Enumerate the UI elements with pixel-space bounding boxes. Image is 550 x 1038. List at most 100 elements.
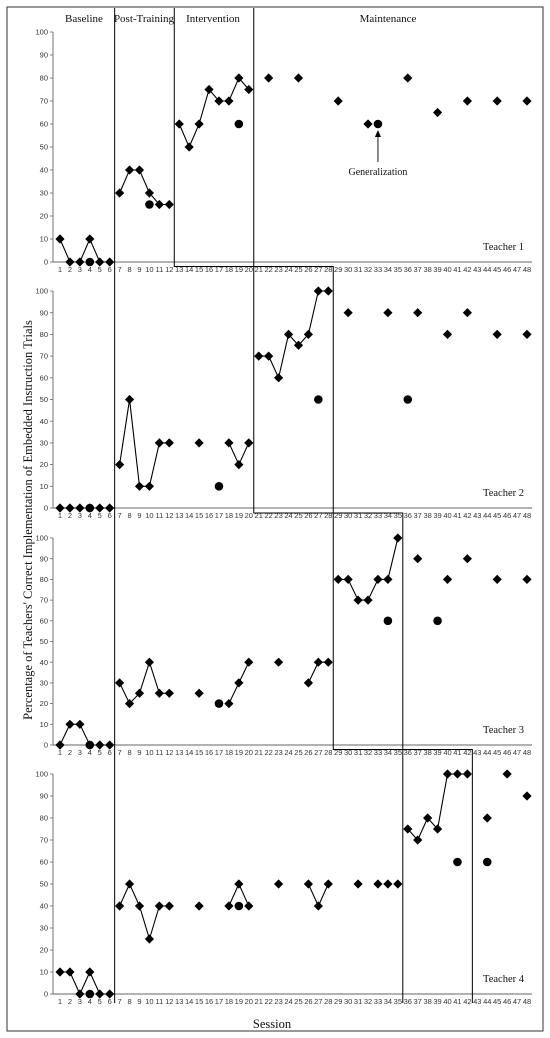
- panel-1-y-tick-label: 50: [40, 143, 48, 152]
- panel-4-data-point: [303, 879, 314, 889]
- panel-2-y-tick-label: 50: [40, 395, 48, 404]
- panel-1-y-tick-label: 10: [40, 235, 48, 244]
- panel-1-data-point: [124, 165, 135, 175]
- panel-2-x-tick-label: 14: [185, 511, 193, 520]
- panel-4-x-tick-label: 40: [443, 997, 451, 1006]
- panel-2-x-tick-label: 35: [394, 511, 402, 520]
- panel-4-teacher-label: Teacher 4: [483, 974, 525, 985]
- panel-3-data-point: [224, 699, 234, 709]
- panel-1-data-point: [462, 96, 472, 106]
- panel-1-x-tick-label: 10: [145, 265, 153, 274]
- panel-3-x-tick-label: 41: [453, 748, 461, 757]
- panel-4-x-tick-label: 16: [205, 997, 213, 1006]
- panel-2-x-tick-label: 6: [108, 511, 112, 520]
- panel-4-x-tick-label: 45: [493, 997, 501, 1006]
- panel-2-x-tick-label: 43: [473, 511, 481, 520]
- panel-3-x-tick-label: 36: [404, 748, 412, 757]
- panel-2-x-tick-label: 45: [493, 511, 501, 520]
- panel-1-x-tick-label: 42: [463, 265, 471, 274]
- panel-3-data-point: [194, 688, 204, 698]
- panel-4-x-tick-label: 47: [513, 997, 521, 1006]
- panel-1-data-point: [194, 119, 204, 129]
- panel-2-data-point: [124, 394, 135, 405]
- panel-1-x-tick-label: 34: [384, 265, 392, 274]
- panel-1-generalization-point: [234, 119, 244, 129]
- panel-3-x-tick-label: 46: [503, 748, 511, 757]
- panel-3-data-point: [95, 740, 105, 750]
- panel-4-data-point: [105, 989, 115, 999]
- x-axis-label: Session: [253, 1017, 292, 1031]
- panel-4-data-point: [134, 901, 145, 911]
- panel-4-x-tick-label: 44: [483, 997, 491, 1006]
- panel-3-x-tick-label: 3: [78, 748, 82, 757]
- panel-2-data-point: [343, 308, 353, 318]
- panel-3-y-tick-label: 10: [40, 720, 48, 729]
- panel-2-data-point: [65, 503, 75, 513]
- panel-3-x-tick-label: 44: [483, 748, 491, 757]
- panel-3-x-tick-label: 2: [68, 748, 72, 757]
- panel-3-x-tick-label: 14: [185, 748, 193, 757]
- panel-2-x-tick-label: 20: [245, 511, 253, 520]
- panel-3-y-tick-label: 0: [44, 741, 48, 750]
- panel-4-y-tick-label: 40: [40, 902, 48, 911]
- panel-2-data-point: [115, 460, 125, 470]
- panel-1-data-point: [234, 73, 244, 83]
- panel-2-generalization-point: [214, 482, 224, 491]
- panel-4-x-tick-label: 41: [453, 997, 461, 1006]
- panel-4-y-tick-label: 100: [35, 770, 48, 779]
- panel-3-x-tick-label: 8: [127, 748, 131, 757]
- panel-2-y-tick-label: 90: [40, 308, 48, 317]
- panel-1-data-point: [244, 84, 254, 95]
- panel-1-data-point: [184, 142, 194, 152]
- panel-2-generalization-point: [403, 395, 413, 404]
- panel-4-data-point: [413, 835, 423, 845]
- panel-2-x-tick-label: 1: [58, 511, 62, 520]
- panel-3-x-tick-label: 19: [235, 748, 243, 757]
- panel-4-x-tick-label: 11: [155, 997, 163, 1006]
- figure-border: [6, 6, 544, 1032]
- panel-3-teacher-label: Teacher 3: [483, 725, 524, 736]
- panel-3-data-point: [323, 657, 333, 667]
- panel-1-y-tick-label: 40: [40, 166, 48, 175]
- panel-2-data-point: [75, 503, 85, 513]
- panel-3-x-tick-label: 34: [384, 748, 392, 757]
- panel-1-y-tick-label: 90: [40, 51, 48, 60]
- panel-2-x-tick-label: 8: [127, 511, 131, 520]
- panel-1-x-tick-label: 14: [185, 265, 193, 274]
- panel-2-x-tick-label: 25: [294, 511, 302, 520]
- panel-4-data-point: [65, 967, 75, 977]
- panel-1-x-tick-label: 16: [205, 265, 213, 274]
- panel-2-y-tick-label: 40: [40, 417, 48, 426]
- panel-1-y-tick-label: 30: [40, 189, 48, 198]
- panel-3-data-point: [333, 574, 343, 584]
- panel-4-y-tick-label: 50: [40, 880, 48, 889]
- panel-4-x-tick-label: 42: [463, 997, 471, 1006]
- panel-4-data-point: [323, 879, 333, 889]
- panel-4-x-tick-label: 8: [127, 997, 131, 1006]
- panel-4-data-point: [234, 879, 244, 889]
- panel-3-generalization-point: [383, 616, 393, 626]
- panel-4-data-point: [55, 967, 65, 977]
- panel-2-x-tick-label: 5: [98, 511, 102, 520]
- panel-4-series-line: [119, 882, 170, 941]
- panel-1-generalization-point: [373, 119, 383, 129]
- panel-2-x-tick-label: 47: [513, 511, 521, 520]
- panel-3-x-tick-label: 26: [304, 748, 312, 757]
- panel-1-data-point: [134, 165, 145, 175]
- panel-1-data-point: [204, 84, 214, 95]
- generalization-annotation: Generalization: [349, 167, 408, 178]
- panel-4-data-point: [164, 901, 174, 911]
- panel-4-data-point: [95, 989, 105, 999]
- panel-2-data-point: [244, 438, 254, 448]
- panel-2-x-tick-label: 46: [503, 511, 511, 520]
- panel-1-x-tick-label: 32: [364, 265, 372, 274]
- panel-1-x-tick-label: 44: [483, 265, 491, 274]
- panel-3-series-line: [338, 537, 399, 601]
- panel-2-x-tick-label: 44: [483, 511, 491, 520]
- panel-4-x-tick-label: 5: [98, 997, 102, 1006]
- panel-4-x-tick-label: 27: [314, 997, 322, 1006]
- panel-2-y-tick-label: 0: [44, 504, 48, 513]
- panel-4-x-tick-label: 46: [503, 997, 511, 1006]
- panel-2-x-tick-label: 11: [155, 511, 163, 520]
